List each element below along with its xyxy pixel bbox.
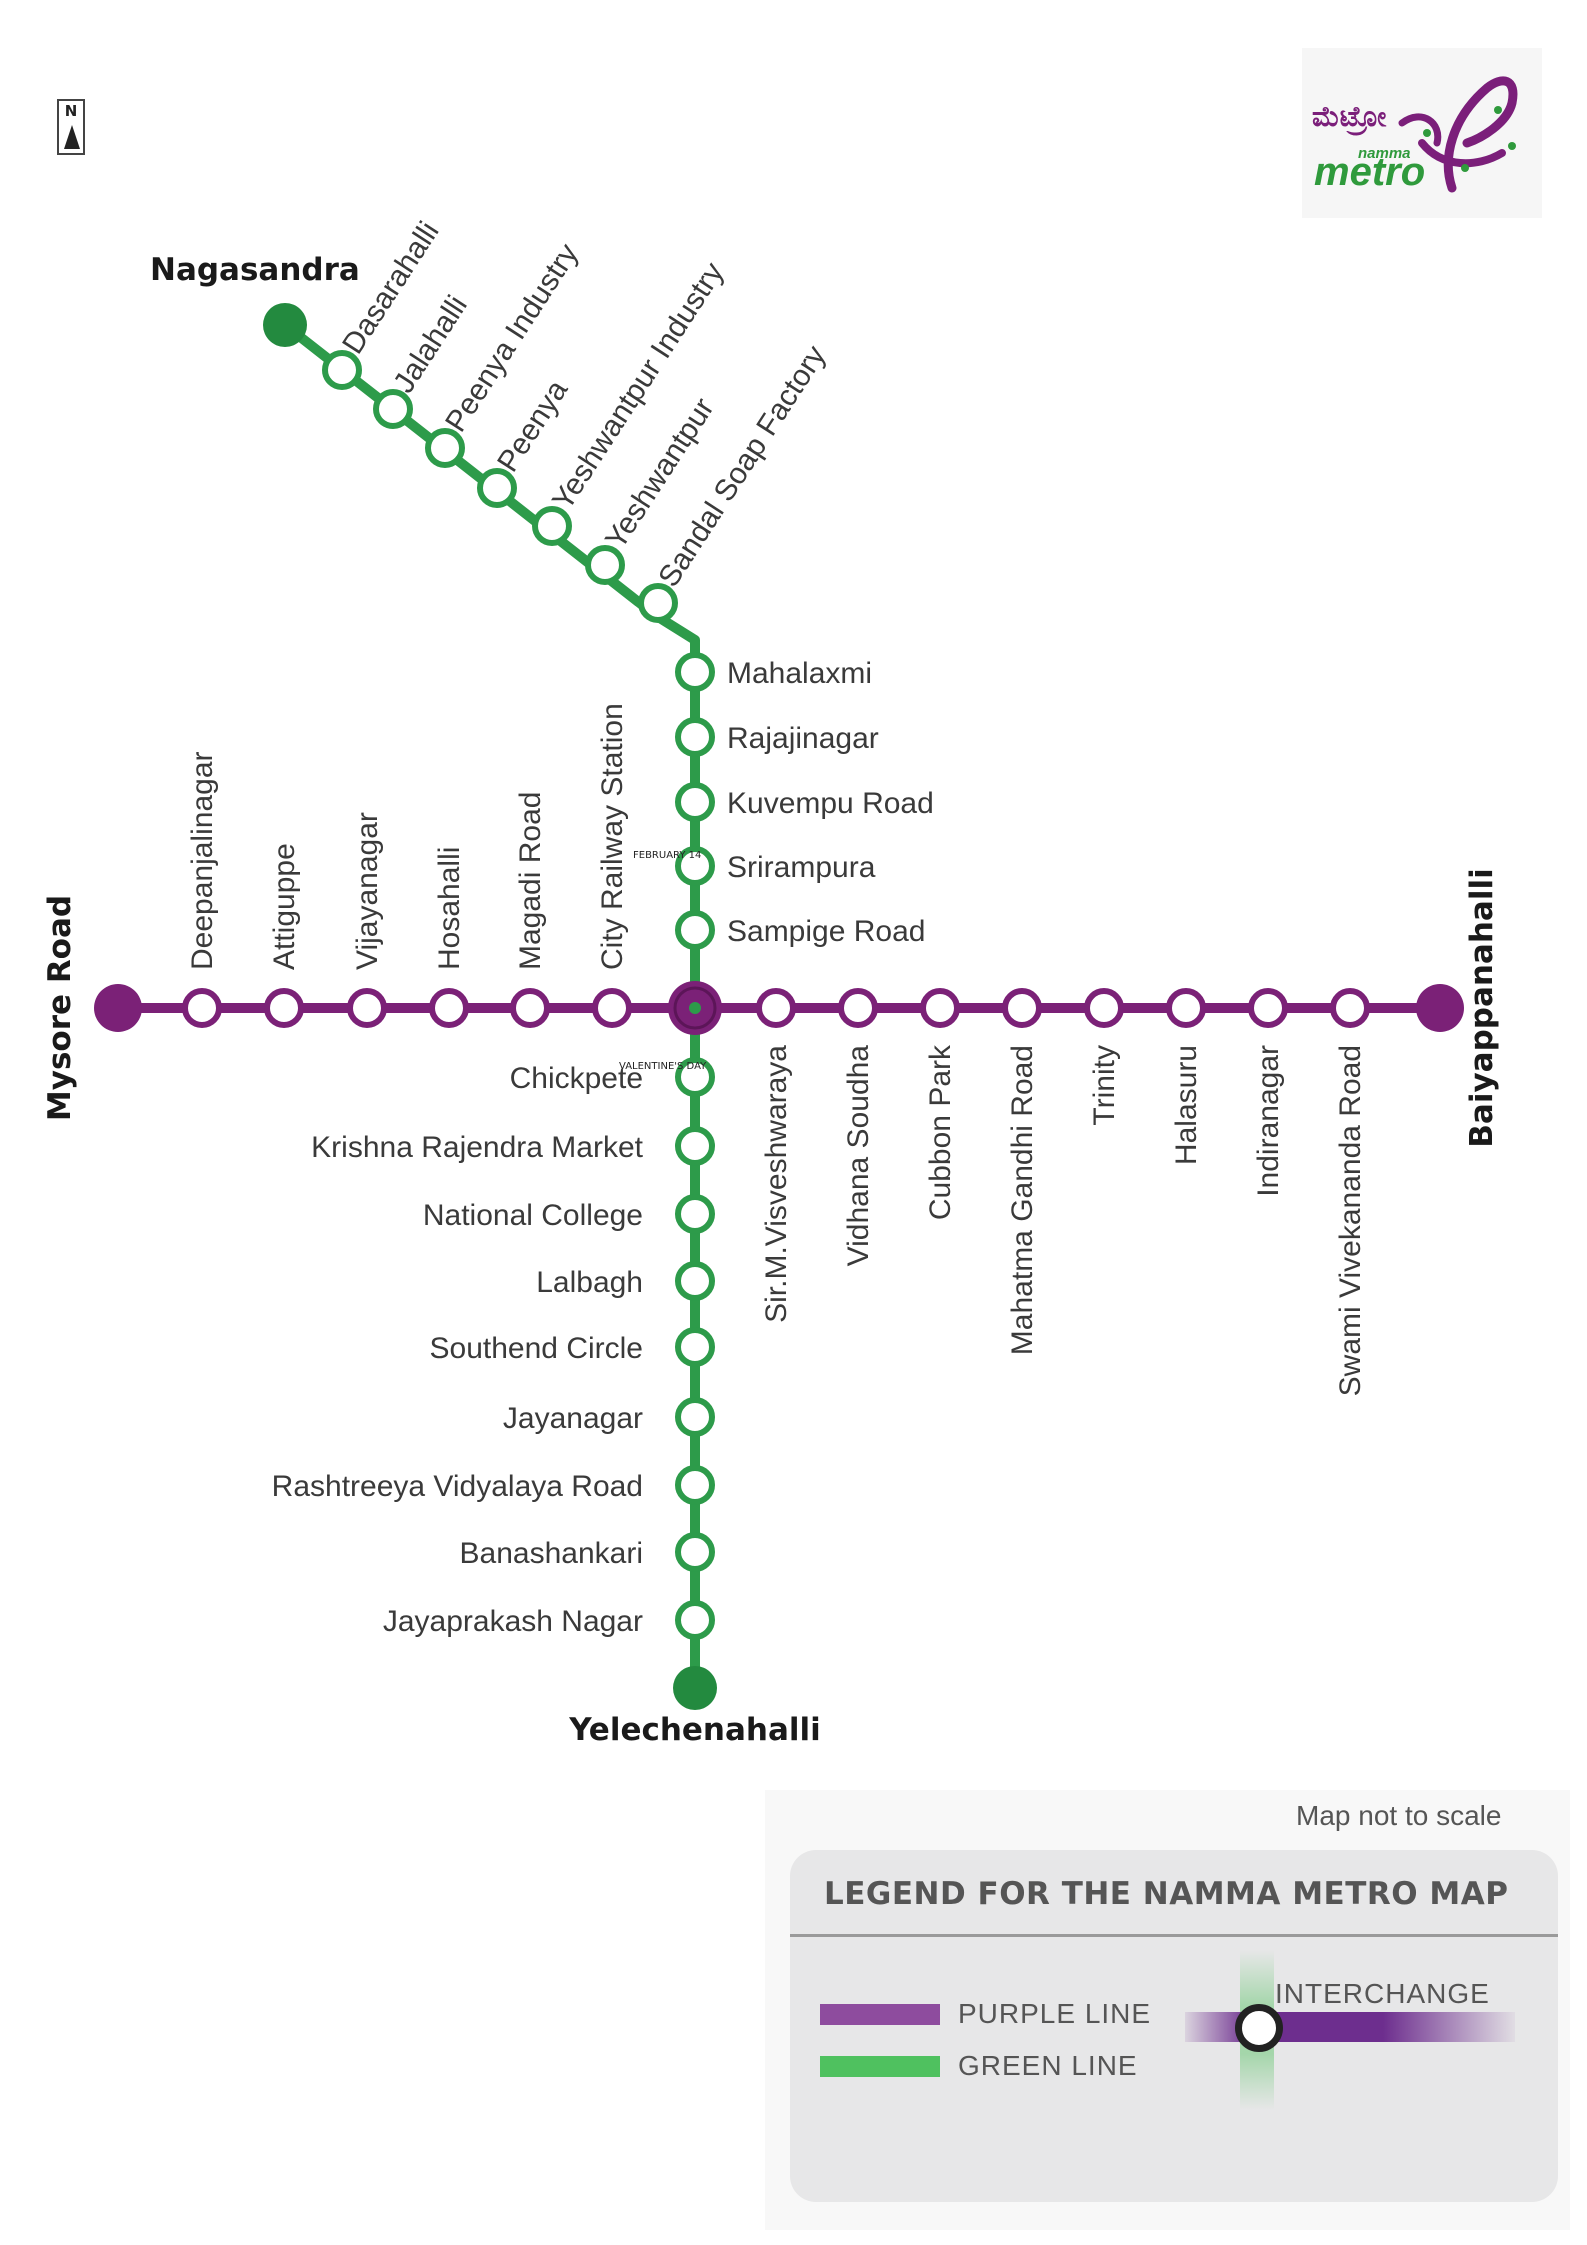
north-label: N — [64, 102, 78, 120]
interchange-icon — [1235, 2004, 1283, 2052]
station-label: Swami Vivekananda Road — [1334, 1045, 1367, 1396]
interchange-label: INTERCHANGE — [1275, 1978, 1490, 2009]
purple-station-marker — [1330, 988, 1370, 1028]
station-label: Jalahalli — [387, 290, 474, 399]
station-label: Cubbon Park — [924, 1044, 957, 1220]
legend-panel: LEGEND FOR THE NAMMA METRO MAP PURPLE LI… — [790, 1850, 1558, 2202]
green-station-marker — [373, 389, 413, 429]
north-indicator: N — [57, 99, 85, 155]
purple-line-swatch — [820, 2004, 940, 2025]
overlay-text-bottom: VALENTINE'S DAY — [619, 1061, 707, 1072]
green-station-marker — [675, 717, 715, 757]
station-label: Rajajinagar — [727, 722, 879, 755]
interchange-station-core — [689, 1002, 701, 1014]
purple-station-marker — [1002, 988, 1042, 1028]
green-station-marker — [675, 846, 715, 886]
logo-kannada-text: ಮೆಟ್ರೋ — [1312, 100, 1387, 133]
station-label: Kuvempu Road — [727, 787, 934, 820]
green-station-marker — [532, 506, 572, 546]
green-station-marker — [638, 583, 678, 623]
station-label: City Railway Station — [596, 703, 629, 970]
station-label: Rashtreeya Vidyalaya Road — [272, 1470, 643, 1503]
interchange-station-ring — [673, 986, 717, 1030]
station-label: Hosahalli — [433, 847, 466, 970]
purple-line-label: PURPLE LINE — [958, 1998, 1152, 2029]
station-label: Jayanagar — [503, 1402, 643, 1435]
purple-station-marker — [182, 988, 222, 1028]
purple-station-marker — [838, 988, 878, 1028]
station-label: National College — [423, 1199, 643, 1232]
purple-station-marker — [920, 988, 960, 1028]
green-station-marker — [675, 1600, 715, 1640]
station-label: Krishna Rajendra Market — [311, 1131, 643, 1164]
map-stations — [94, 303, 1464, 1710]
purple-terminal-west-marker — [94, 984, 142, 1032]
station-label: Chickpete — [510, 1062, 643, 1095]
terminal-label-mysore-road: Mysore Road — [42, 895, 78, 1121]
purple-station-marker — [264, 988, 304, 1028]
purple-station-marker — [429, 988, 469, 1028]
station-label: Southend Circle — [430, 1332, 643, 1365]
green-station-marker — [425, 428, 465, 468]
station-label: Sir.M.Visveshwaraya — [760, 1045, 793, 1323]
purple-station-marker — [756, 988, 796, 1028]
station-label: Trinity — [1088, 1045, 1121, 1126]
terminal-label-baiyappanahalli: Baiyappanahalli — [1464, 868, 1500, 1147]
green-station-marker — [675, 1465, 715, 1505]
green-station-marker — [675, 652, 715, 692]
logo-figure-icon — [1398, 76, 1518, 193]
green-station-marker — [322, 350, 362, 390]
station-label: Sampige Road — [727, 915, 925, 948]
logo-namma-text: namma — [1358, 145, 1411, 162]
green-station-marker — [675, 1057, 715, 1097]
legend-divider — [790, 1934, 1558, 1937]
green-station-marker — [675, 1532, 715, 1572]
green-station-marker — [675, 1397, 715, 1437]
scale-note: Map not to scale — [1296, 1800, 1502, 1831]
station-label: Indiranagar — [1252, 1045, 1285, 1197]
station-label: Vidhana Soudha — [842, 1045, 875, 1267]
green-station-marker — [675, 782, 715, 822]
purple-terminal-east-marker — [1416, 984, 1464, 1032]
green-terminal-south-marker — [673, 1666, 717, 1710]
purple-station-marker — [1248, 988, 1288, 1028]
north-arrow-icon — [64, 125, 80, 149]
purple-station-marker — [347, 988, 387, 1028]
station-label: Mahatma Gandhi Road — [1006, 1045, 1039, 1355]
logo-metro-text: metro — [1314, 150, 1426, 194]
green-station-marker — [675, 1261, 715, 1301]
terminal-label-yelechenahalli: Yelechenahalli — [568, 1712, 821, 1748]
station-label: Mahalaxmi — [727, 657, 872, 690]
station-label: Jayaprakash Nagar — [383, 1605, 643, 1638]
namma-metro-logo: ಮೆಟ್ರೋ namma metro — [1302, 48, 1542, 218]
station-label: Peenya — [491, 374, 574, 478]
purple-station-marker — [592, 988, 632, 1028]
green-terminal-north-marker — [263, 303, 307, 347]
green-station-marker — [477, 468, 517, 508]
green-line-label: GREEN LINE — [958, 2050, 1138, 2081]
green-station-marker — [585, 545, 625, 585]
station-label: Deepanjalinagar — [186, 751, 219, 970]
station-label: Banashankari — [460, 1537, 643, 1570]
green-station-marker — [675, 1194, 715, 1234]
purple-station-marker — [510, 988, 550, 1028]
terminal-label-nagasandra: Nagasandra — [150, 252, 360, 288]
station-label: Vijayanagar — [351, 812, 384, 970]
green-station-marker — [675, 910, 715, 950]
station-label: Lalbagh — [536, 1266, 643, 1299]
station-label: Magadi Road — [514, 792, 547, 970]
purple-station-marker — [1084, 988, 1124, 1028]
station-label: Srirampura — [727, 851, 876, 884]
station-label: Halasuru — [1170, 1045, 1203, 1165]
green-station-marker — [675, 1126, 715, 1166]
purple-station-marker — [1166, 988, 1206, 1028]
green-line-swatch — [820, 2056, 940, 2077]
green-station-marker — [675, 1327, 715, 1367]
overlay-text-top: FEBRUARY 14 — [633, 850, 701, 861]
station-label: Attiguppe — [268, 843, 301, 970]
legend-title: LEGEND FOR THE NAMMA METRO MAP — [824, 1876, 1509, 1912]
